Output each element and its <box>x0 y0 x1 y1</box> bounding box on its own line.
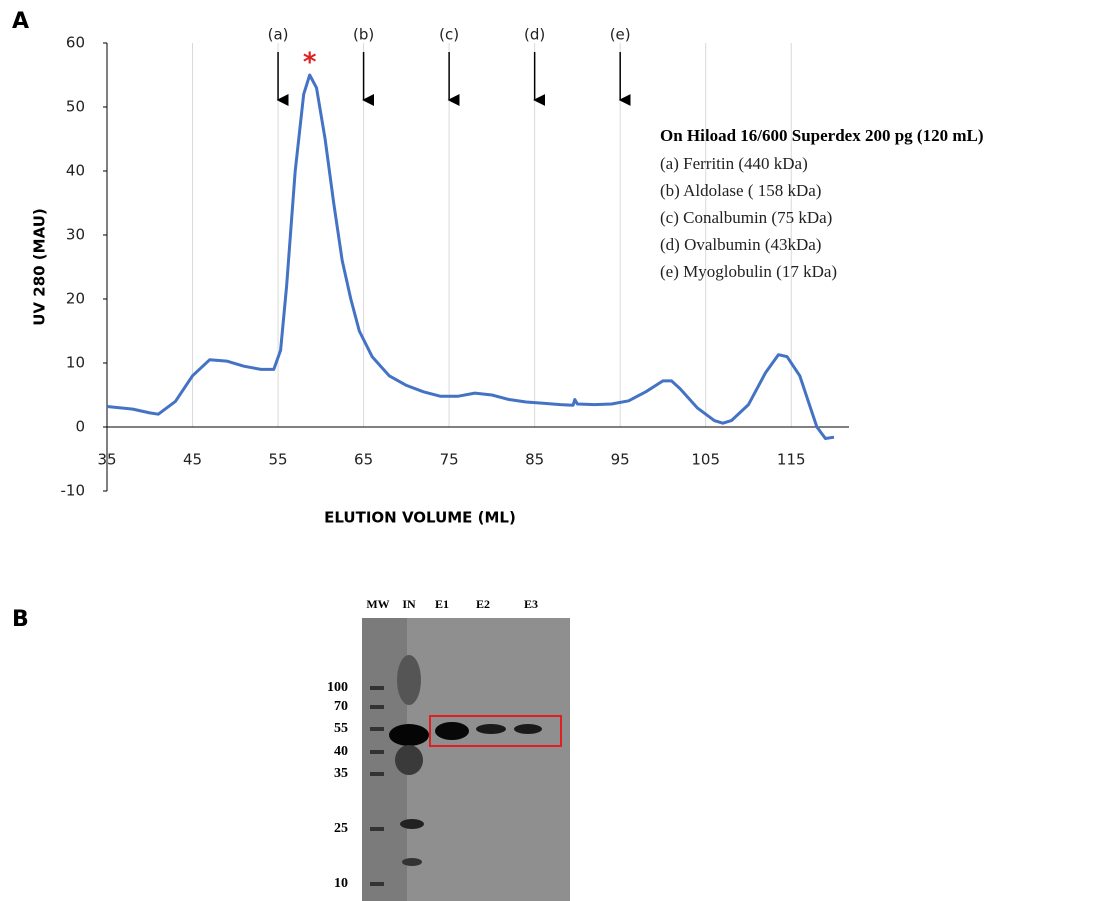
marker-label: 40 <box>334 744 348 759</box>
notes-item: (e) Myoglobulin (17 kDa) <box>660 262 837 281</box>
gel-band <box>389 724 429 746</box>
x-tick-label: 105 <box>691 451 720 469</box>
gel-band <box>476 724 506 734</box>
y-tick-label: 40 <box>66 162 85 180</box>
y-axis-title: UV 280 (MAU) <box>31 208 49 326</box>
arrow-label: (e) <box>610 26 631 44</box>
lane-label: IN <box>402 597 416 611</box>
lane-label: E2 <box>476 597 490 611</box>
gel-band <box>514 724 542 734</box>
marker-label: 25 <box>334 821 348 836</box>
x-axis-title: ELUTION VOLUME (ML) <box>324 509 516 527</box>
gel-band <box>400 819 424 829</box>
marker-label: 55 <box>334 721 348 736</box>
marker-label: 35 <box>334 766 348 781</box>
x-tick-label: 85 <box>525 451 544 469</box>
x-tick-label: 45 <box>183 451 202 469</box>
ladder-band <box>370 772 384 776</box>
ladder-band <box>370 727 384 731</box>
y-tick-label: 50 <box>66 98 85 116</box>
notes-title: On Hiload 16/600 Superdex 200 pg (120 mL… <box>660 126 984 145</box>
x-tick-label: 55 <box>269 451 288 469</box>
ladder-band <box>370 750 384 754</box>
arrow-label: (b) <box>353 26 374 44</box>
arrow-label: (a) <box>268 26 289 44</box>
arrow-label: (c) <box>439 26 459 44</box>
y-tick-label: 20 <box>66 290 85 308</box>
notes-item: (a) Ferritin (440 kDa) <box>660 154 808 173</box>
notes-item: (d) Ovalbumin (43kDa) <box>660 235 821 254</box>
notes-item: (c) Conalbumin (75 kDa) <box>660 208 832 227</box>
arrow-label: (d) <box>524 26 545 44</box>
lane-label: E3 <box>524 597 538 611</box>
ladder-band <box>370 827 384 831</box>
x-tick-label: 115 <box>777 451 806 469</box>
ladder-band <box>370 882 384 886</box>
y-tick-label: 10 <box>66 354 85 372</box>
peak-marker: * <box>303 48 317 78</box>
marker-label: 70 <box>334 699 348 714</box>
highlight-box <box>429 715 562 747</box>
y-tick-label: 30 <box>66 226 85 244</box>
panel-label: A <box>12 9 29 34</box>
y-tick-label: 60 <box>66 34 85 52</box>
gel-band <box>402 858 422 866</box>
notes-item: (b) Aldolase ( 158 kDa) <box>660 181 821 200</box>
data-line <box>106 73 835 440</box>
x-tick-label: 65 <box>354 451 373 469</box>
marker-label: 100 <box>327 680 348 695</box>
y-tick-label: 0 <box>75 418 85 436</box>
gel-band <box>435 722 469 740</box>
x-tick-label: 95 <box>611 451 630 469</box>
marker-label: 10 <box>334 876 348 891</box>
panel-label: B <box>12 607 29 632</box>
gel-band <box>395 745 423 775</box>
lane-label: MW <box>366 597 389 611</box>
lane-label: E1 <box>435 597 449 611</box>
x-tick-label: 75 <box>440 451 459 469</box>
gel-band <box>397 655 421 705</box>
y-tick-label: -10 <box>61 482 86 500</box>
ladder-band <box>370 705 384 709</box>
ladder-band <box>370 686 384 690</box>
